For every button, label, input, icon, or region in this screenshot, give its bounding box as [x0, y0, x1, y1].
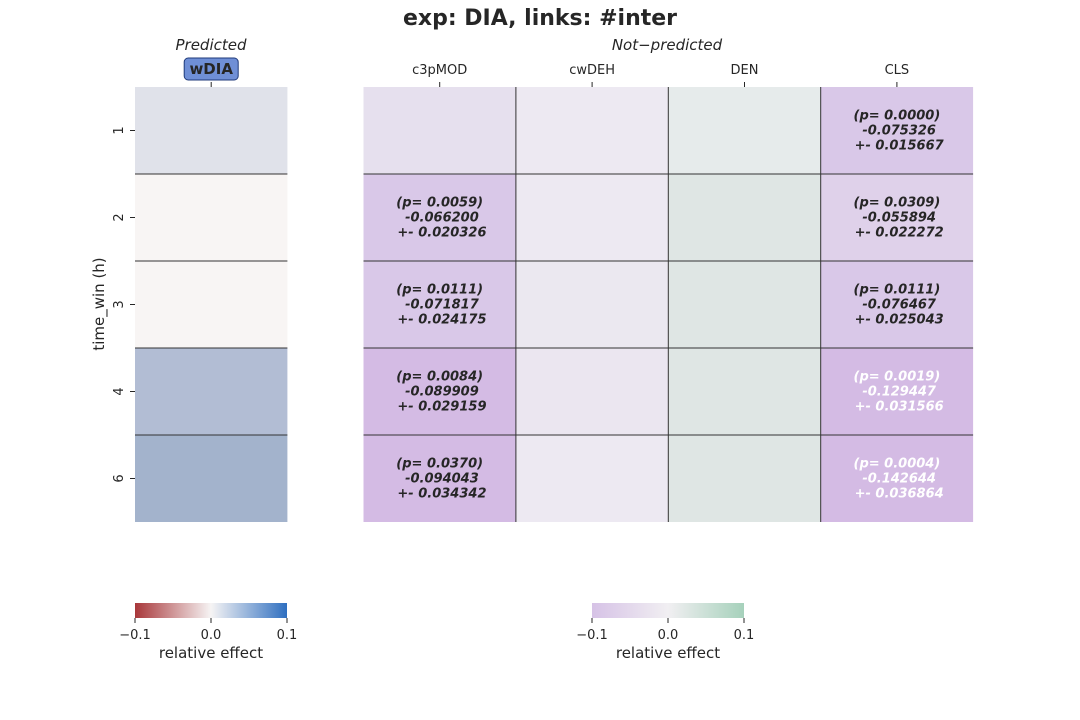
row-label-6: 6 [112, 474, 127, 482]
cbar-1-tick-mid: 0.0 [658, 628, 679, 643]
cell-c3pmod-row-6 [363, 435, 516, 522]
predicted-heatmap: wDIA [135, 57, 288, 522]
cbar-1-tick-low: −0.1 [576, 628, 608, 643]
cell-den-row-2 [668, 174, 821, 261]
cell-cwdeh-row-3 [515, 261, 669, 348]
figure-title: exp: DIA, links: #inter [403, 6, 677, 31]
cell-cls-row-4 [820, 348, 974, 435]
cell-wdia-row-4 [135, 348, 288, 435]
not-predicted-panel-title: Not−predicted [612, 36, 723, 54]
predicted-column-badge [183, 57, 239, 81]
cell-cwdeh-row-4 [515, 348, 669, 435]
cell-cwdeh-row-6 [515, 435, 669, 522]
cell-den-row-4 [668, 348, 821, 435]
cell-cwdeh-row-1 [515, 87, 669, 174]
cell-cls-row-6 [820, 435, 974, 522]
row-label-2: 2 [112, 213, 127, 221]
cell-cls-row-2 [820, 174, 974, 261]
y-axis-label: time_win (h) [90, 257, 109, 350]
predicted-panel-title: Predicted [175, 36, 246, 54]
row-label-1: 1 [112, 126, 127, 134]
annotation-c3pmod-row-6: (p= 0.0370) -0.094043 +- 0.034342 [393, 457, 487, 502]
not-predicted-heatmap: (p= 0.0000) -0.075326 +- 0.015667 (p= 0.0… [363, 63, 974, 522]
annotation-cls-row-6: (p= 0.0004) -0.142644 +- 0.036864 [850, 457, 944, 502]
cell-den-row-6 [668, 435, 821, 522]
cbar-1-label: relative effect [616, 644, 720, 662]
annotation-cls-row-1: (p= 0.0000) -0.075326 +- 0.015667 [850, 109, 945, 154]
cell-wdia-row-2 [135, 174, 288, 261]
row-label-4: 4 [112, 387, 127, 395]
cell-c3pmod-row-2 [363, 174, 516, 261]
annotation-cls-row-4: (p= 0.0019) -0.129447 +- 0.031566 [850, 370, 944, 415]
cbar-0-tick-mid: 0.0 [201, 628, 222, 643]
cell-cls-row-1 [820, 87, 974, 174]
cell-cwdeh-row-2 [515, 174, 669, 261]
column-label-cwdeh: cwDEH [569, 63, 615, 78]
not-predicted-colorbar: −0.1 0.0 0.1 relative effect [576, 603, 754, 662]
cell-c3pmod-row-4 [363, 348, 516, 435]
not-predicted-colorbar-gradient [592, 603, 744, 618]
row-tick-labels: 1 2 3 4 6 [112, 126, 135, 483]
cbar-0-tick-high: 0.1 [277, 628, 298, 643]
column-label-c3pmod: c3pMOD [412, 63, 467, 78]
predicted-colorbar-gradient [135, 603, 287, 618]
column-label-den: DEN [731, 63, 759, 78]
row-label-3: 3 [112, 300, 127, 308]
predicted-colorbar: −0.1 0.0 0.1 relative effect [119, 603, 297, 662]
cell-den-row-3 [668, 261, 821, 348]
annotation-cls-row-2: (p= 0.0309) -0.055894 +- 0.022272 [850, 196, 944, 241]
cell-wdia-row-6 [135, 435, 288, 522]
cell-wdia-row-1 [135, 87, 288, 174]
column-label-wdia: wDIA [189, 60, 233, 78]
cell-c3pmod-row-3 [363, 261, 516, 348]
cell-c3pmod-row-1 [363, 87, 516, 174]
cbar-0-tick-low: −0.1 [119, 628, 151, 643]
annotation-cls-row-3: (p= 0.0111) -0.076467 +- 0.025043 [850, 283, 944, 328]
cell-cls-row-3 [820, 261, 974, 348]
cell-den-row-1 [668, 87, 821, 174]
annotation-c3pmod-row-4: (p= 0.0084) -0.089909 +- 0.029159 [393, 370, 487, 415]
cbar-0-label: relative effect [159, 644, 263, 662]
annotation-c3pmod-row-2: (p= 0.0059) -0.066200 +- 0.020326 [393, 196, 487, 241]
cbar-1-tick-high: 0.1 [734, 628, 755, 643]
cell-wdia-row-3 [135, 261, 288, 348]
column-label-cls: CLS [885, 63, 910, 78]
annotation-c3pmod-row-3: (p= 0.0111) -0.071817 +- 0.024175 [393, 283, 487, 328]
